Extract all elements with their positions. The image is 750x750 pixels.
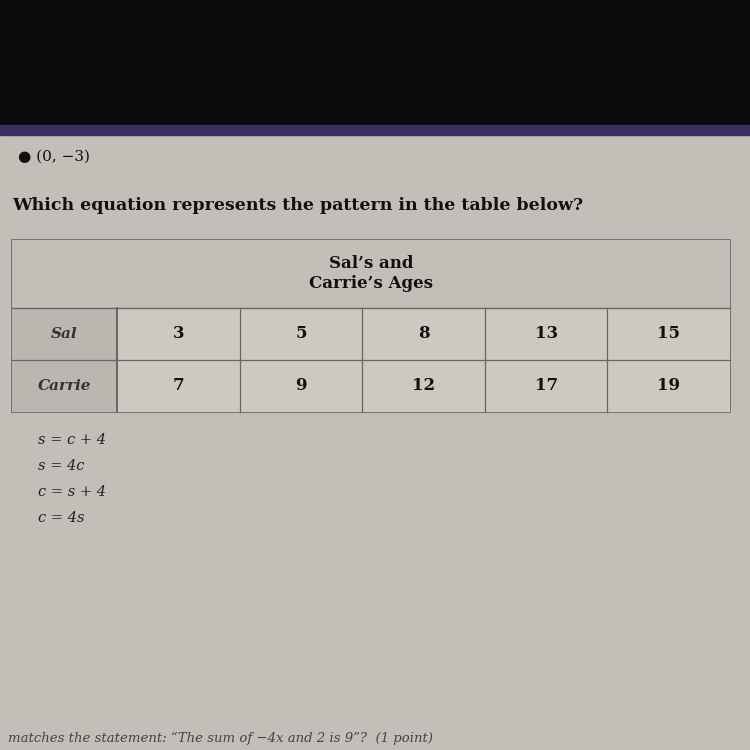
Text: 12: 12 bbox=[412, 377, 435, 394]
Text: s = c + 4: s = c + 4 bbox=[38, 433, 106, 447]
Bar bbox=[0, 125, 750, 135]
Text: 7: 7 bbox=[172, 377, 184, 394]
Text: s = 4c: s = 4c bbox=[38, 459, 85, 473]
Text: 9: 9 bbox=[296, 377, 307, 394]
Text: Carrie’s Ages: Carrie’s Ages bbox=[309, 275, 433, 292]
Bar bbox=[12, 360, 117, 412]
Text: Carrie: Carrie bbox=[38, 379, 92, 393]
Text: 3: 3 bbox=[172, 326, 184, 343]
Bar bbox=[12, 240, 730, 308]
Bar bbox=[12, 308, 117, 360]
Text: c = 4s: c = 4s bbox=[38, 511, 85, 525]
Text: ● (0, −3): ● (0, −3) bbox=[18, 150, 90, 164]
Text: 13: 13 bbox=[535, 326, 558, 343]
Bar bbox=[0, 135, 750, 750]
Text: 5: 5 bbox=[296, 326, 307, 343]
Text: 8: 8 bbox=[418, 326, 429, 343]
Text: 19: 19 bbox=[657, 377, 680, 394]
Bar bbox=[12, 308, 730, 360]
Text: c = s + 4: c = s + 4 bbox=[38, 485, 106, 499]
Text: 15: 15 bbox=[657, 326, 680, 343]
Text: matches the statement: “The sum of −4x and 2 is 9”?  (1 point): matches the statement: “The sum of −4x a… bbox=[8, 731, 433, 745]
Bar bbox=[0, 0, 750, 125]
Text: Sal’s and: Sal’s and bbox=[328, 256, 413, 272]
Text: Which equation represents the pattern in the table below?: Which equation represents the pattern in… bbox=[12, 196, 584, 214]
Text: 17: 17 bbox=[535, 377, 558, 394]
Bar bbox=[12, 360, 730, 412]
Bar bbox=[12, 240, 730, 412]
Text: Sal: Sal bbox=[51, 327, 78, 341]
